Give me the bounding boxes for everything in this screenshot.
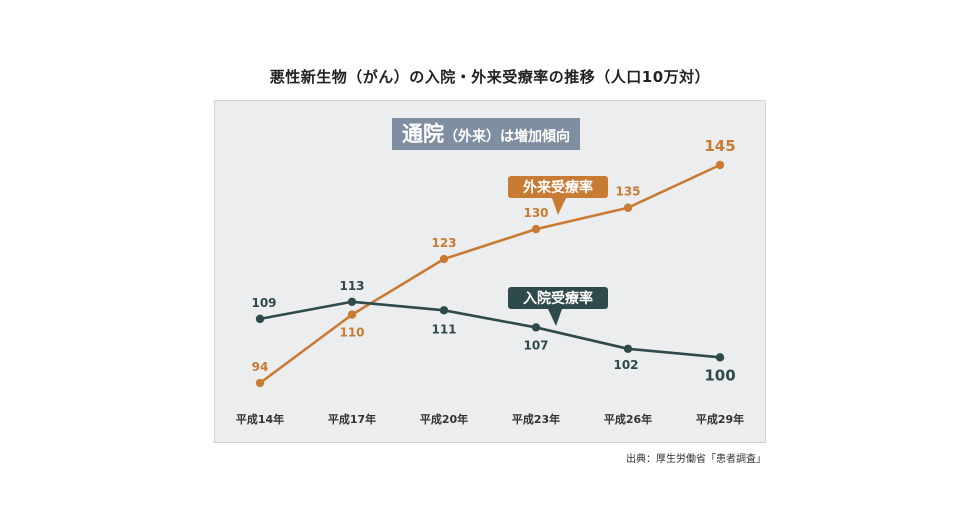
x-tick-label: 平成26年 (604, 412, 652, 426)
subtitle-paren: （外来） (444, 129, 500, 145)
data-point (715, 353, 725, 362)
series-line (259, 300, 721, 359)
chart-panel (214, 100, 766, 443)
series-callout-box (508, 176, 608, 198)
data-label: 94 (252, 360, 269, 374)
data-label: 100 (704, 366, 735, 384)
data-label: 102 (613, 358, 638, 372)
data-label: 123 (431, 236, 456, 250)
source-note: 出典：厚生労働省「患者調査」 (626, 454, 766, 465)
data-label: 110 (339, 326, 364, 340)
data-point (255, 314, 265, 324)
data-point (531, 323, 541, 332)
data-label: 109 (251, 296, 276, 310)
series-callout-box (508, 287, 608, 309)
data-label: 107 (523, 338, 548, 352)
data-label: 130 (523, 206, 548, 220)
data-point (439, 306, 449, 315)
subtitle-rest: は増加傾向 (500, 129, 570, 145)
x-tick-label: 平成17年 (328, 412, 376, 426)
subtitle-banner: 通院 （外来） は増加傾向 (392, 118, 580, 150)
data-point (347, 310, 357, 319)
data-point (623, 344, 633, 354)
data-label: 135 (615, 185, 640, 199)
x-tick-label: 平成14年 (236, 412, 284, 426)
data-point (255, 378, 265, 388)
data-point (439, 254, 449, 264)
series-callout-pointer (552, 198, 566, 215)
data-point (347, 297, 357, 306)
series-callout-label: 外来受療率 (523, 179, 593, 196)
data-label: 111 (431, 322, 456, 336)
series-callout-label: 入院受療率 (523, 290, 593, 307)
series-callout-pointer (548, 309, 562, 326)
series-line (259, 163, 721, 385)
data-point (715, 160, 725, 170)
data-point (531, 224, 541, 234)
x-tick-label: 平成20年 (420, 412, 468, 426)
x-tick-label: 平成29年 (696, 412, 744, 426)
x-tick-label: 平成23年 (512, 412, 560, 426)
data-point (623, 203, 633, 212)
data-label: 113 (339, 279, 364, 293)
data-label: 145 (704, 137, 735, 155)
chart-title: 悪性新生物（がん）の入院・外来受療率の推移（人口10万対） (269, 68, 711, 86)
subtitle-main: 通院 (402, 122, 444, 146)
